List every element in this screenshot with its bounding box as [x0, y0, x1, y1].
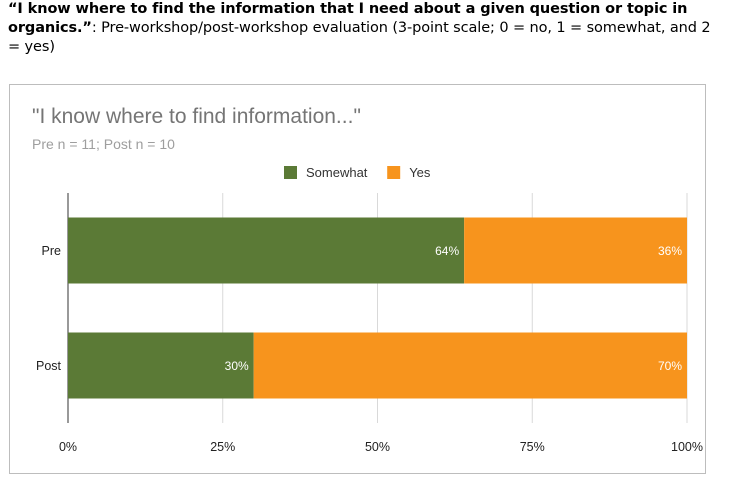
bar-post-yes	[253, 332, 687, 399]
chart-bars: 64% 36% 30% 70%	[68, 217, 687, 399]
chart-container: "I know where to find information..." Pr…	[9, 84, 706, 474]
y-axis: Pre Post	[36, 244, 62, 373]
x-tick-label: 75%	[520, 440, 545, 454]
data-label-pre-somewhat: 64%	[435, 244, 459, 258]
x-tick-label: 100%	[671, 440, 703, 454]
legend-swatch-somewhat	[284, 166, 297, 179]
category-label-pre: Pre	[42, 244, 62, 258]
legend-label-somewhat: Somewhat	[306, 165, 368, 180]
legend-label-yes: Yes	[409, 165, 431, 180]
data-label-post-yes: 70%	[658, 359, 682, 373]
caption-rest: : Pre-workshop/post-workshop evaluation …	[8, 20, 711, 55]
data-label-post-somewhat: 30%	[225, 359, 249, 373]
chart-legend: Somewhat Yes	[284, 165, 431, 180]
bar-pre-somewhat	[68, 217, 465, 284]
chart-subtitle: Pre n = 11; Post n = 10	[32, 136, 175, 152]
figure-caption: “I know where to find the information th…	[8, 0, 723, 57]
category-label-post: Post	[36, 359, 62, 373]
data-label-pre-yes: 36%	[658, 244, 682, 258]
chart-title: "I know where to find information..."	[32, 105, 361, 128]
caption-bold: “I know where to find the information th…	[8, 1, 688, 36]
legend-swatch-yes	[387, 166, 401, 179]
x-tick-label: 0%	[59, 440, 77, 454]
bar-post-somewhat	[68, 332, 254, 399]
x-tick-label: 25%	[210, 440, 235, 454]
bar-pre-yes	[464, 217, 687, 284]
x-axis: 0% 25% 50% 75% 100%	[59, 440, 703, 454]
x-tick-label: 50%	[365, 440, 390, 454]
stacked-bar-chart: "I know where to find information..." Pr…	[32, 105, 703, 454]
